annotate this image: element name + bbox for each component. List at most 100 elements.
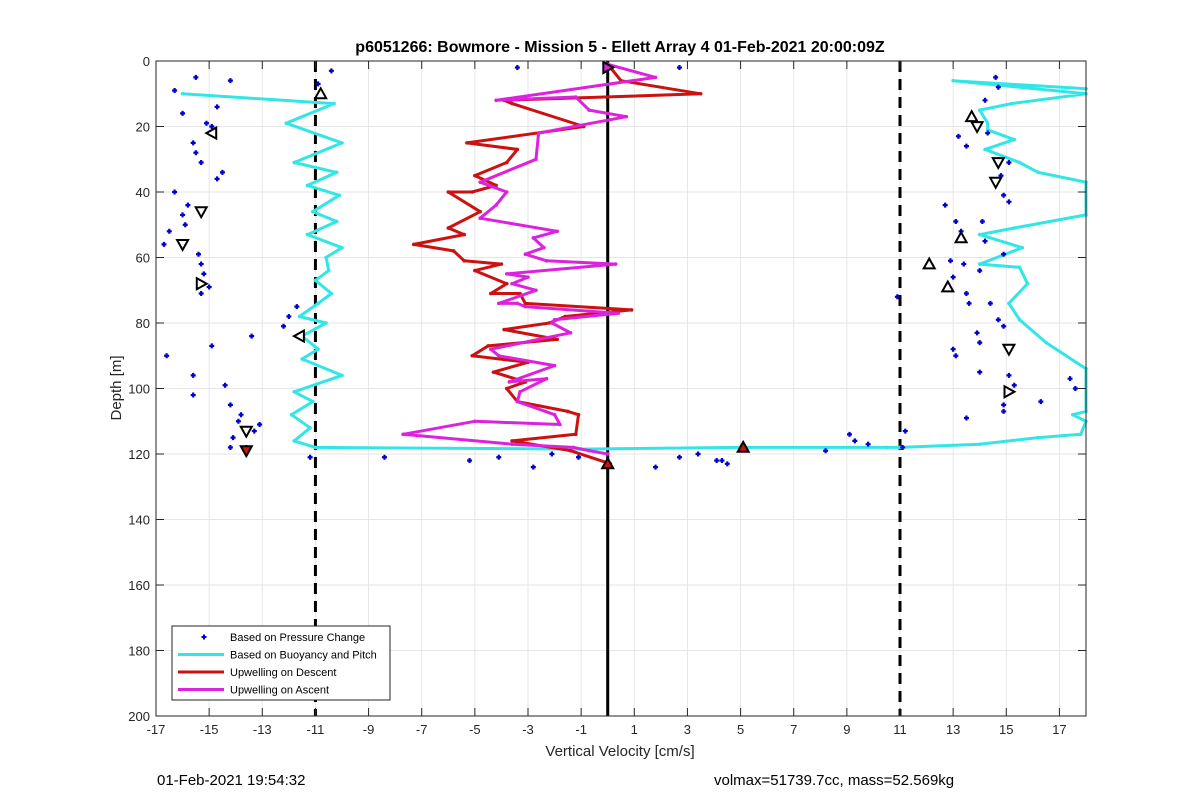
- data-point: [676, 454, 682, 460]
- series-point: [451, 249, 456, 253]
- data-point: [963, 143, 969, 149]
- series-point: [470, 353, 475, 358]
- data-point: [900, 444, 906, 450]
- data-point: [1001, 192, 1007, 198]
- series-point: [507, 380, 512, 384]
- data-point: [950, 346, 956, 352]
- series-point: [297, 314, 302, 319]
- data-point: [206, 284, 212, 290]
- series-point: [552, 317, 557, 322]
- series-point: [542, 245, 546, 250]
- data-point: [161, 241, 167, 247]
- y-tick-label: 160: [128, 578, 150, 593]
- series-point: [1036, 170, 1040, 175]
- y-axis-label: Depth [m]: [108, 355, 125, 420]
- data-point: [238, 412, 244, 418]
- data-point: [230, 435, 236, 441]
- series-point: [523, 252, 528, 257]
- series-point: [1044, 340, 1048, 345]
- data-point: [1001, 251, 1007, 257]
- series-point: [310, 209, 315, 214]
- series-point: [605, 452, 610, 456]
- data-point: [315, 81, 321, 87]
- data-point: [198, 160, 204, 166]
- series-point: [478, 209, 482, 214]
- data-point: [198, 291, 204, 297]
- series-point: [489, 347, 493, 352]
- data-point: [227, 78, 233, 84]
- data-point: [249, 333, 255, 339]
- data-point: [190, 392, 196, 398]
- series-point: [555, 337, 560, 342]
- data-point: [164, 353, 170, 359]
- data-point: [219, 169, 225, 175]
- x-axis-ticks: -17 -15 -13 -11 -9 -7 -5 -3 -1 1 3 5 7 9 11 13 15 17: [147, 61, 1067, 737]
- series-point: [494, 98, 498, 103]
- x-tick-label: 13: [946, 722, 960, 737]
- series-point: [515, 147, 520, 152]
- series-point: [523, 304, 528, 309]
- x-tick-label: -5: [469, 722, 481, 737]
- data-point: [214, 104, 220, 110]
- series-point: [616, 311, 621, 315]
- series-point: [1012, 226, 1017, 230]
- data-point: [1006, 199, 1012, 205]
- y-tick-label: 180: [128, 644, 150, 659]
- series-point: [340, 141, 344, 145]
- series-point: [977, 108, 982, 112]
- series-point: [531, 236, 536, 240]
- series-point: [300, 357, 304, 361]
- series-point: [587, 448, 591, 453]
- series-point: [544, 376, 549, 381]
- series-point: [316, 347, 320, 352]
- data-point: [995, 84, 1001, 90]
- series-point: [568, 331, 573, 335]
- x-tick-label: 1: [631, 722, 638, 737]
- x-axis-label: Vertical Velocity [cm/s]: [545, 743, 694, 760]
- triangle-marker: [313, 86, 328, 100]
- triangle-marker: [195, 276, 209, 291]
- series-point: [576, 412, 581, 417]
- data-point: [1001, 402, 1007, 408]
- series-point: [983, 147, 987, 152]
- data-point: [966, 300, 972, 306]
- data-point: [307, 454, 313, 460]
- data-point: [496, 454, 502, 460]
- chart-title: p6051266: Bowmore - Mission 5 - Ellett A…: [355, 39, 885, 56]
- series-point: [534, 288, 538, 293]
- series-point: [1070, 412, 1075, 417]
- data-point: [719, 458, 725, 464]
- series-point: [305, 183, 310, 188]
- data-point: [198, 261, 204, 267]
- legend-label: Upwelling on Ascent: [230, 685, 329, 697]
- data-point: [676, 65, 682, 71]
- triangle-marker: [239, 425, 254, 439]
- data-point: [227, 402, 233, 408]
- data-point: [190, 140, 196, 146]
- series-point: [324, 321, 328, 325]
- data-point: [382, 454, 388, 460]
- data-point: [1006, 160, 1012, 166]
- x-tick-label: -13: [253, 722, 272, 737]
- data-point: [993, 74, 999, 80]
- x-tick-label: -1: [575, 722, 587, 737]
- data-point: [257, 422, 263, 428]
- series-point: [653, 75, 658, 80]
- series-point: [1009, 101, 1014, 106]
- series-point: [284, 121, 289, 126]
- x-tick-label: -9: [363, 722, 375, 737]
- triangle-marker: [291, 328, 305, 344]
- series-point: [316, 301, 320, 306]
- data-point: [985, 130, 991, 136]
- data-point: [209, 343, 215, 349]
- data-point: [977, 268, 983, 274]
- x-tick-label: 11: [893, 722, 907, 737]
- series-point: [401, 432, 405, 437]
- x-tick-label: -7: [416, 722, 428, 737]
- series-point: [613, 262, 618, 266]
- data-point: [180, 110, 186, 116]
- data-point: [823, 448, 829, 454]
- data-point: [963, 291, 969, 297]
- data-point: [203, 120, 209, 126]
